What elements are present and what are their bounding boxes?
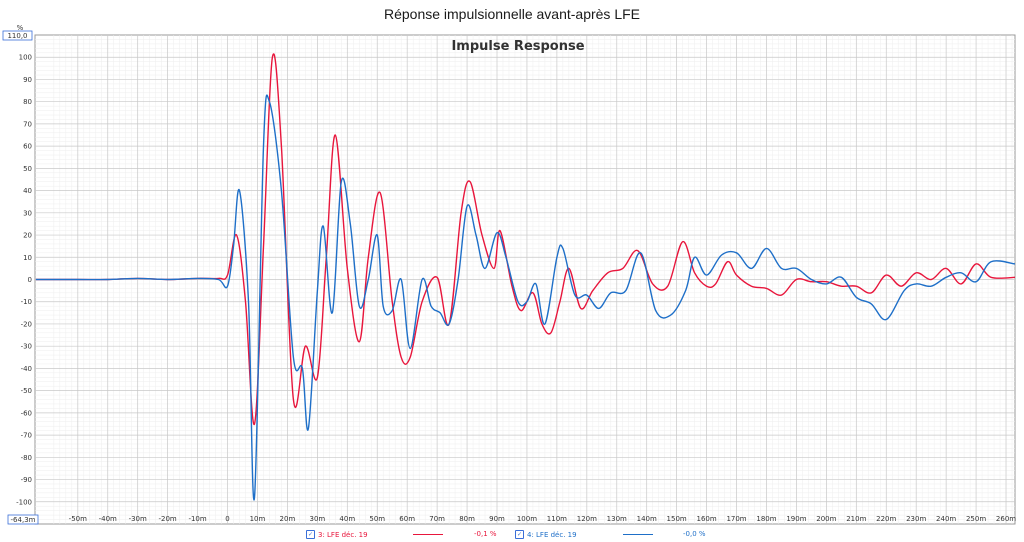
window-title: Réponse impulsionnelle avant-après LFE: [383, 6, 641, 22]
x-tick-label: -30m: [129, 515, 147, 523]
y-tick-label: -50: [21, 387, 32, 395]
x-tick-label: 10m: [250, 515, 266, 523]
x-tick-label: 70m: [429, 515, 445, 523]
y-tick-label: 40: [23, 187, 32, 195]
x-tick-label: 60m: [399, 515, 415, 523]
y-tick-label: 70: [23, 120, 32, 128]
y-axis-ticks: 1009080706050403020100-10-20-30-40-50-60…: [16, 54, 32, 507]
grid-major: [35, 35, 1015, 524]
x-tick-label: -50m: [69, 515, 87, 523]
x-tick-label: -40m: [99, 515, 117, 523]
x-tick-label: 200m: [816, 515, 836, 523]
x-tick-label: 220m: [876, 515, 896, 523]
legend-series-1-name: 3: LFE déc. 19: [318, 530, 368, 539]
y-tick-label: -70: [21, 432, 32, 440]
y-top-label[interactable]: 110,0: [7, 32, 27, 40]
x-tick-label: 190m: [786, 515, 806, 523]
y-tick-label: 30: [23, 209, 32, 217]
x-tick-label: 130m: [607, 515, 627, 523]
x-tick-label: 40m: [339, 515, 355, 523]
y-tick-label: -20: [21, 320, 32, 328]
y-tick-label: 80: [23, 98, 32, 106]
y-top-box[interactable]: [2, 30, 33, 41]
y-unit-label: %: [17, 24, 24, 32]
y-tick-label: 90: [23, 76, 32, 84]
legend-series-1-swatch: [413, 534, 443, 535]
x-tick-label: 20m: [280, 515, 296, 523]
legend-item-series-1[interactable]: ✓ 3: LFE déc. 19: [306, 530, 368, 539]
x-tick-label: 150m: [667, 515, 687, 523]
x-tick-label: 180m: [756, 515, 776, 523]
legend-series-1-value: -0,1 %: [474, 530, 497, 538]
y-tick-label: 20: [23, 232, 32, 240]
x-tick-label: 250m: [966, 515, 986, 523]
x-start-label[interactable]: -64,3m: [11, 516, 36, 524]
x-tick-label: 230m: [906, 515, 926, 523]
legend-series-2-name: 4: LFE déc. 19: [527, 530, 577, 539]
y-tick-label: 50: [23, 165, 32, 173]
x-tick-label: -20m: [159, 515, 177, 523]
x-axis-ticks: -50m -40m -30m -20m -10m 0 10m 20m 30m 40m 50m 60m 7…: [69, 515, 1017, 523]
x-tick-label: 80m: [459, 515, 475, 523]
y-tick-label: 60: [23, 143, 32, 151]
y-tick-label: 0: [28, 276, 32, 284]
y-tick-label: 100: [19, 54, 32, 62]
y-tick-label: 10: [23, 254, 32, 262]
checkbox-icon[interactable]: ✓: [515, 530, 524, 539]
y-tick-label: -100: [16, 498, 32, 506]
chart-title: Impulse Response: [451, 39, 584, 54]
x-tick-label: 240m: [936, 515, 956, 523]
series-layer: [35, 53, 1016, 501]
x-tick-label: -10m: [188, 515, 206, 523]
y-tick-label: -80: [21, 454, 32, 462]
x-tick-label: 120m: [577, 515, 597, 523]
y-tick-label: -60: [21, 409, 32, 417]
y-tick-label: -30: [21, 343, 32, 351]
legend: ✓ 3: LFE déc. 19 -0,1 % ✓ 4: LFE déc. 19…: [0, 530, 1024, 542]
x-tick-label: 0: [225, 515, 229, 523]
y-tick-label: -90: [21, 476, 32, 484]
x-tick-label: 160m: [697, 515, 717, 523]
x-start-box[interactable]: [7, 514, 39, 525]
legend-series-2-swatch: [623, 534, 653, 535]
x-tick-label: 50m: [369, 515, 385, 523]
x-tick-label: 90m: [489, 515, 505, 523]
series-line-1: [35, 53, 1016, 425]
x-tick-label: 210m: [846, 515, 866, 523]
x-tick-label: 110m: [547, 515, 567, 523]
x-tick-label: 170m: [726, 515, 746, 523]
checkbox-icon[interactable]: ✓: [306, 530, 315, 539]
series-line-2: [35, 94, 1016, 501]
legend-series-2-value: -0,0 %: [683, 530, 706, 538]
y-tick-label: -10: [21, 298, 32, 306]
x-tick-label: 30m: [309, 515, 325, 523]
x-tick-label: 140m: [637, 515, 657, 523]
x-tick-label: 100m: [517, 515, 537, 523]
y-tick-label: -40: [21, 365, 32, 373]
legend-item-series-2[interactable]: ✓ 4: LFE déc. 19: [515, 530, 577, 539]
x-tick-label: 260m: [996, 515, 1016, 523]
